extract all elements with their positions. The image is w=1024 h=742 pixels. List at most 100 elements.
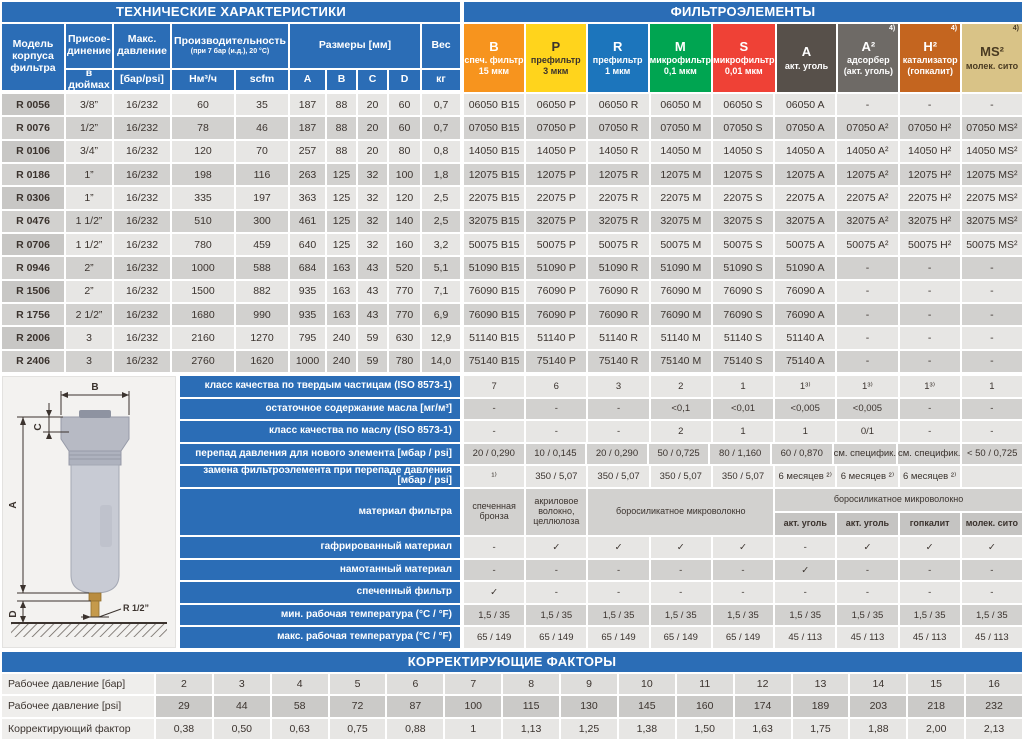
spec-value-cell: 65 / 149 bbox=[588, 627, 649, 648]
spec-value-cell: 1 bbox=[712, 421, 774, 442]
spec-value-cell: < 50 / 0,725 bbox=[962, 443, 1022, 465]
spec-value-cell: - bbox=[464, 559, 525, 581]
spec-values: 20 / 0,290 10 / 0,145 20 / 0,290 50 / 0,725… bbox=[464, 443, 1022, 465]
spec-rows: класс качества по твердым частицам (ISO … bbox=[180, 376, 1022, 648]
element-code-cell: 32075 P bbox=[526, 210, 587, 232]
tech-value-cell: 43 bbox=[358, 303, 387, 326]
tech-value-cell: 1270 bbox=[236, 327, 288, 349]
correction-value-cell: 2 bbox=[156, 674, 212, 695]
tech-table-row: R 1506 2” 16/232 1500 882 935 163 43 770 7,1 bbox=[2, 280, 460, 302]
correction-table: Рабочее давление [бар] 2 3 4 5 6 7 8 9 10 11 12 13 14… bbox=[2, 674, 1022, 739]
element-code: P bbox=[551, 38, 561, 54]
col-header-capacity: Производительность (при 7 бар (и.д.), 20… bbox=[172, 24, 288, 68]
correction-row: Рабочее давление [бар] 2 3 4 5 6 7 8 9 10 11 12 13 14… bbox=[2, 674, 1022, 695]
spec-value-cell: 2 bbox=[650, 376, 711, 397]
element-table-row: 14050 B15 14050 P 14050 R 14050 M 14050 S 140… bbox=[464, 140, 1022, 162]
spec-value-cell: 1³⁾ bbox=[775, 376, 836, 397]
spec-value-cell: 350 / 5,07 bbox=[712, 466, 774, 487]
element-code-cell: 50075 P bbox=[526, 233, 587, 256]
spec-value-cell: - bbox=[712, 582, 774, 603]
element-code-cell: 75140 B15 bbox=[464, 350, 525, 372]
tech-value-cell: 780 bbox=[389, 350, 420, 372]
elements-table-body: 06050 B15 06050 P 06050 R 06050 M 06050 S 060… bbox=[464, 94, 1022, 372]
tech-value-cell: 32 bbox=[358, 233, 387, 256]
spec-value-cell: - bbox=[899, 398, 960, 420]
correction-value-cell: 203 bbox=[850, 696, 907, 717]
tech-value-cell: 882 bbox=[236, 280, 288, 302]
element-code-cell: - bbox=[837, 280, 898, 302]
tech-value-cell: 32 bbox=[358, 187, 387, 209]
spec-value-cell: 45 / 113 bbox=[961, 627, 1022, 648]
spec-value-cell: 1,5 / 35 bbox=[899, 604, 960, 626]
element-code: A² bbox=[861, 38, 876, 54]
correction-row: Корректирующий фактор 0,38 0,50 0,63 0,75 0,8… bbox=[2, 718, 1022, 739]
spec-value-cell: - bbox=[526, 582, 587, 603]
element-code-cell: 51140 M bbox=[650, 327, 711, 349]
spec-value-cell: - bbox=[526, 559, 587, 581]
element-code-cell: - bbox=[899, 303, 960, 326]
spec-value-cell: 7 bbox=[464, 376, 525, 397]
element-code-cell: 07050 S bbox=[712, 117, 774, 139]
tech-value-cell: 263 bbox=[290, 163, 325, 186]
spec-label-material: материал фильтра bbox=[180, 488, 460, 536]
tech-value-cell: 16/232 bbox=[114, 233, 170, 256]
element-desc-line1: катализатор bbox=[902, 54, 958, 65]
spec-value-cell: - bbox=[775, 537, 836, 558]
model-cell: R 2006 bbox=[2, 327, 64, 349]
spec-value-cell: 1,5 / 35 bbox=[837, 604, 898, 626]
spec-row: замена фильтроэлемента при перепаде давл… bbox=[180, 465, 1022, 487]
correction-value-cell: 130 bbox=[561, 696, 617, 717]
tech-value-cell: 3/4” bbox=[66, 140, 112, 162]
tech-value-cell: 0,7 bbox=[422, 117, 460, 139]
tech-value-cell: 60 bbox=[172, 94, 234, 116]
tech-value-cell: 46 bbox=[236, 117, 288, 139]
element-code-cell: 22075 MS² bbox=[961, 187, 1022, 209]
correction-value-cell: 160 bbox=[676, 696, 733, 717]
element-desc-line1: адсорбер bbox=[846, 54, 890, 65]
element-code-cell: 51090 P bbox=[526, 257, 587, 279]
spec-value-cell: - bbox=[588, 559, 649, 581]
subheader-bar-psi: [бар/psi] bbox=[114, 70, 170, 90]
element-code: M bbox=[674, 38, 686, 54]
spec-values: - ✓ ✓ ✓ ✓ - ✓ ✓ ✓ bbox=[464, 537, 1022, 558]
tech-value-cell: 16/232 bbox=[114, 187, 170, 209]
element-code-cell: - bbox=[961, 303, 1022, 326]
spec-value-cell: 45 / 113 bbox=[899, 627, 960, 648]
element-code-cell: 51090 M bbox=[650, 257, 711, 279]
spec-row: гафрированный материал - ✓ ✓ ✓ ✓ - ✓ ✓ ✓ bbox=[180, 537, 1022, 558]
correction-value-cell: 29 bbox=[156, 696, 212, 717]
element-code-cell: 22075 B15 bbox=[464, 187, 525, 209]
spec-row: остаточное содержание масла [мг/м³] - - - <0… bbox=[180, 398, 1022, 420]
spec-value-cell: 350 / 5,07 bbox=[588, 466, 649, 487]
tech-value-cell: 100 bbox=[389, 163, 420, 186]
correction-value-cell: 13 bbox=[792, 674, 849, 695]
tech-value-cell: 20 bbox=[358, 94, 387, 116]
tech-table-row: R 0946 2” 16/232 1000 588 684 163 43 520 5,1 bbox=[2, 257, 460, 279]
spec-value-cell: - bbox=[464, 537, 525, 558]
spec-row: намотанный материал - - - - - ✓ - - - bbox=[180, 559, 1022, 581]
spec-value-cell: - bbox=[712, 559, 774, 581]
element-code-cell: - bbox=[837, 303, 898, 326]
correction-value-cell: 1,88 bbox=[850, 718, 907, 739]
tech-value-cell: 59 bbox=[358, 350, 387, 372]
correction-value-cell: 3 bbox=[213, 674, 270, 695]
dimension-a bbox=[17, 416, 89, 594]
connection-line2: динение bbox=[67, 45, 111, 57]
correction-value-cell: 1,25 bbox=[561, 718, 617, 739]
spec-value-cell: - bbox=[526, 421, 587, 442]
correction-value-cell: 4 bbox=[271, 674, 328, 695]
correction-values: 0,38 0,50 0,63 0,75 0,88 1 1,13 1,25 1,38 1,50 1,6… bbox=[156, 718, 1022, 739]
element-table-row: 07050 B15 07050 P 07050 R 07050 M 07050 S 070… bbox=[464, 117, 1022, 139]
element-desc-line1: спеч. фильтр bbox=[464, 54, 524, 65]
correction-value-cell: 16 bbox=[966, 674, 1022, 695]
tech-value-cell: 1” bbox=[66, 187, 112, 209]
correction-value-cell: 15 bbox=[908, 674, 965, 695]
tech-value-cell: 187 bbox=[290, 94, 325, 116]
tech-value-cell: 120 bbox=[172, 140, 234, 162]
material-sub-h2: гопкалит bbox=[899, 513, 960, 536]
element-code-cell: 14050 P bbox=[526, 140, 587, 162]
correction-value-cell: 0,63 bbox=[271, 718, 328, 739]
spec-value-cell: <0,005 bbox=[775, 398, 836, 420]
